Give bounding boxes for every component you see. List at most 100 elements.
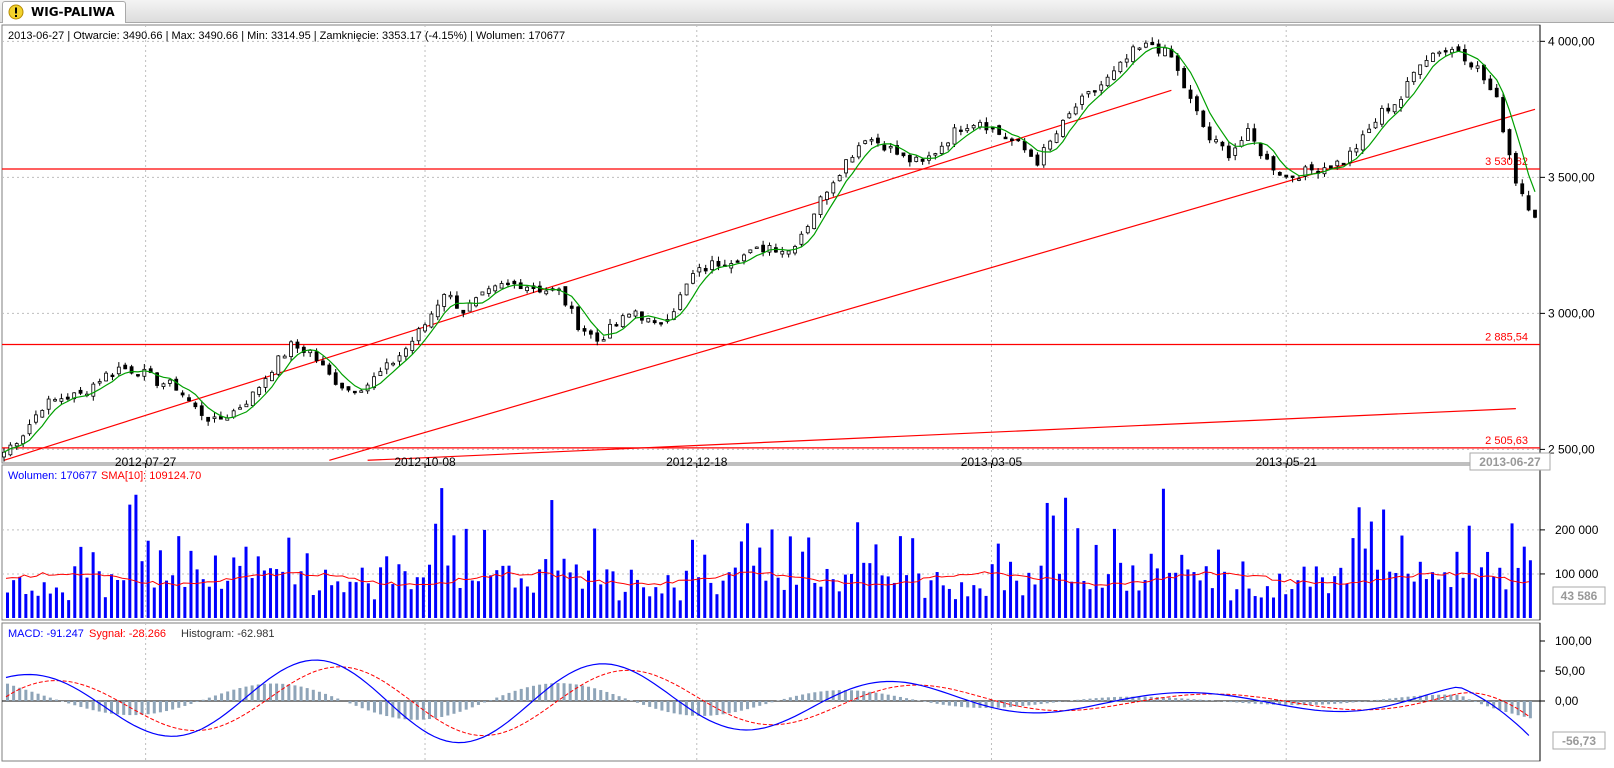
histogram-bar	[783, 699, 786, 701]
candle-body	[1266, 154, 1269, 159]
candle-body	[1023, 141, 1026, 149]
histogram-bar	[263, 684, 266, 701]
candle-body	[239, 408, 242, 410]
candle-body	[819, 197, 822, 215]
candle-body	[468, 303, 471, 311]
histogram-bar	[348, 701, 351, 703]
volume-bar	[452, 535, 455, 618]
candle-body	[315, 352, 318, 361]
volume-bar	[1217, 550, 1220, 618]
volume-bar	[508, 566, 511, 618]
volume-bar	[1119, 563, 1122, 618]
histogram-bar	[593, 688, 596, 701]
volume-bar	[287, 538, 290, 618]
histogram-bar	[1529, 701, 1532, 718]
candle-body	[455, 296, 458, 308]
volume-bar	[232, 557, 235, 618]
candle-body	[1336, 161, 1339, 166]
histogram-bar	[1101, 698, 1104, 701]
histogram-bar	[1235, 701, 1238, 703]
candle-body	[3, 452, 6, 457]
volume-bar	[1095, 545, 1098, 618]
volume-bar	[1107, 574, 1110, 618]
volume-bar	[1248, 589, 1251, 618]
volume-bar	[1272, 598, 1275, 618]
candle-body	[513, 281, 516, 283]
candle-body	[1106, 77, 1109, 85]
volume-bar	[440, 488, 443, 618]
volume-bar	[722, 581, 725, 618]
histogram-bar	[936, 701, 939, 704]
histogram-bar	[740, 701, 743, 711]
histogram-bar	[618, 696, 621, 701]
histogram-bar	[636, 701, 639, 703]
histogram-bar	[196, 701, 199, 702]
volume-bar	[740, 541, 743, 618]
histogram-bar	[416, 701, 419, 720]
histogram-bar	[942, 701, 945, 705]
histogram-bar	[1443, 695, 1446, 701]
volume-bar	[1321, 577, 1324, 618]
volume-bar	[61, 592, 64, 618]
candle-body	[545, 291, 548, 294]
tab-wig-paliwa[interactable]: WIG-PALIWA	[2, 1, 126, 23]
histogram-bar	[923, 701, 926, 702]
histogram-bar	[520, 689, 523, 701]
candle-body	[187, 398, 190, 401]
volume-legend-main: Wolumen: 170677	[8, 470, 97, 482]
volume-bar	[275, 569, 278, 618]
histogram-bar	[92, 701, 95, 710]
candle-body	[908, 155, 911, 162]
volume-bar	[79, 547, 82, 618]
volume-bar	[1376, 570, 1379, 618]
macd-legend-macd: MACD: -91.247	[8, 628, 84, 640]
candle-body	[876, 138, 879, 143]
candle-body	[392, 363, 395, 365]
candle-body	[838, 176, 841, 181]
candle-body	[1310, 165, 1313, 170]
price-tick-label: 4 000,00	[1548, 34, 1595, 48]
histogram-bar	[771, 701, 774, 702]
volume-bar	[868, 563, 871, 618]
volume-bar	[526, 586, 529, 618]
candle-body	[691, 274, 694, 284]
candle-body	[1093, 91, 1096, 93]
volume-bar	[642, 587, 645, 618]
volume-bar	[709, 583, 712, 618]
histogram-bar	[605, 692, 608, 701]
histogram-bar	[948, 701, 951, 706]
histogram-bar	[116, 701, 119, 714]
candle-body	[902, 153, 905, 156]
candle-body	[341, 383, 344, 388]
tab-bar: WIG-PALIWA	[0, 0, 1614, 23]
volume-bar	[263, 570, 266, 618]
volume-bar	[324, 570, 327, 618]
volume-bar	[6, 593, 9, 618]
candle-body	[54, 399, 57, 401]
histogram-bar	[624, 698, 627, 701]
candle-body	[1202, 111, 1205, 127]
volume-bar	[330, 585, 333, 618]
volume-bar	[1413, 582, 1416, 618]
candle-body	[417, 329, 420, 341]
histogram-bar	[642, 701, 645, 705]
volume-bar	[1327, 593, 1330, 618]
candle-body	[806, 227, 809, 233]
volume-bar	[434, 524, 437, 618]
histogram-bar	[1021, 701, 1024, 706]
candle-body	[28, 425, 31, 434]
histogram-bar	[856, 691, 859, 701]
histogram-bar	[391, 701, 394, 717]
histogram-bar	[789, 697, 792, 701]
histogram-bar	[153, 701, 156, 713]
volume-bar	[251, 578, 254, 618]
histogram-bar	[954, 701, 957, 706]
histogram-bar	[165, 701, 168, 711]
volume-bar	[563, 559, 566, 618]
candle-body	[1004, 137, 1007, 139]
volume-bar	[826, 569, 829, 618]
volume-bar	[887, 576, 890, 618]
ohlc-readout: 2013-06-27 | Otwarcie: 3490.66 | Max: 34…	[8, 30, 565, 42]
candle-body	[1451, 49, 1454, 52]
